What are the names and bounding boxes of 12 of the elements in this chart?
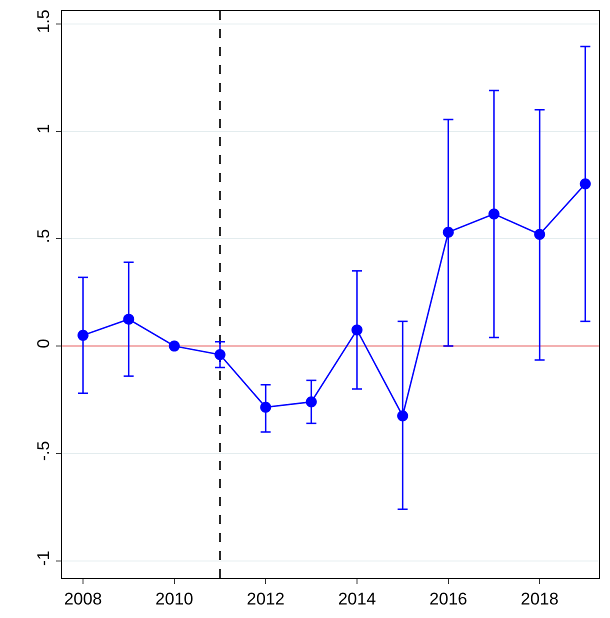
- y-tick-label: 1: [34, 124, 54, 134]
- x-tick-label: 2014: [338, 589, 376, 608]
- x-tick-label: 2010: [155, 589, 194, 608]
- y-tick-label: -.5: [34, 440, 54, 461]
- y-tick-label: -1: [34, 550, 54, 566]
- x-tick-label: 2012: [246, 589, 285, 608]
- y-tick-label: 0: [34, 338, 54, 348]
- y-tick-label: .5: [34, 229, 54, 244]
- x-tick-label: 2016: [429, 589, 468, 608]
- y-tick-label: 1.5: [34, 10, 54, 34]
- x-tick-label: 2008: [64, 589, 102, 608]
- x-tick-label: 2018: [520, 589, 559, 608]
